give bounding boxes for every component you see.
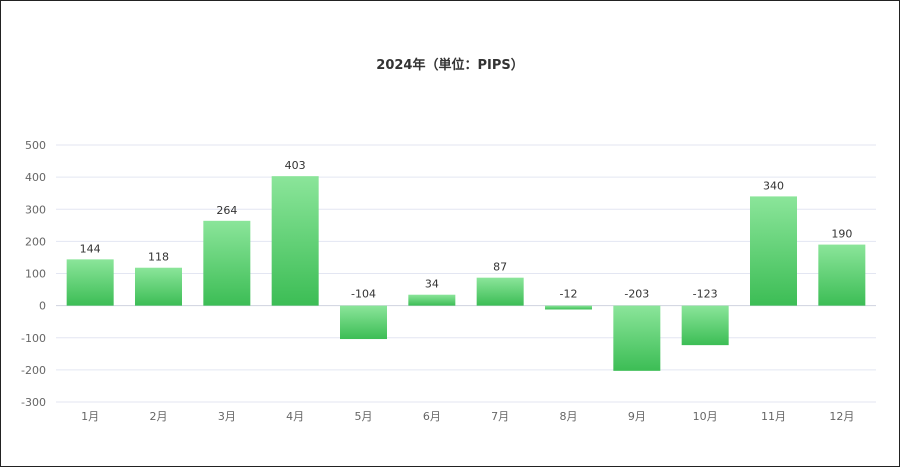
y-tick-label: -200 [21, 364, 46, 377]
y-axis-ticks: 500 400 300 200 100 0 -100 -200 -300 [21, 139, 46, 409]
bar [613, 305, 661, 371]
y-tick-label: -300 [21, 396, 46, 409]
y-tick-label: 500 [25, 139, 46, 152]
x-tick-label: 1月 [81, 410, 99, 423]
y-tick-label: 0 [39, 300, 46, 313]
data-label: 403 [285, 159, 306, 172]
data-label: 190 [831, 228, 852, 241]
y-tick-label: 300 [25, 203, 46, 216]
bar [203, 220, 251, 306]
data-labels: 144 118 264 403 -104 34 87 -12 -203 -123 340 190 [80, 159, 853, 300]
x-tick-label: 2月 [150, 410, 168, 423]
y-tick-label: 400 [25, 171, 46, 184]
bar [818, 244, 866, 306]
bar [408, 294, 456, 306]
x-tick-label: 7月 [491, 410, 509, 423]
x-tick-label: 6月 [423, 410, 441, 423]
bar [750, 196, 797, 306]
bar [271, 176, 319, 306]
bar [681, 305, 729, 346]
data-label: 118 [148, 251, 169, 264]
x-axis-ticks: 1月 2月 3月 4月 5月 6月 7月 8月 9月 10月 11月 12月 [81, 410, 854, 423]
bar [135, 267, 182, 306]
data-label: 87 [493, 261, 507, 274]
x-tick-label: 10月 [693, 410, 718, 423]
data-label: -12 [560, 288, 578, 301]
data-label: -203 [624, 288, 649, 301]
data-label: 340 [763, 179, 784, 192]
data-label: 264 [216, 204, 237, 217]
x-tick-label: 8月 [560, 410, 578, 423]
data-label: 144 [80, 242, 101, 255]
x-tick-label: 4月 [286, 410, 304, 423]
bar [66, 259, 114, 306]
bar [476, 277, 524, 306]
x-tick-label: 5月 [355, 410, 373, 423]
data-label: -123 [693, 288, 718, 301]
chart-title: 2024年（単位：PIPS） [376, 58, 524, 73]
bars [66, 176, 866, 371]
x-tick-label: 9月 [628, 410, 646, 423]
bar [545, 305, 592, 310]
x-tick-label: 11月 [761, 410, 786, 423]
x-tick-label: 3月 [218, 410, 236, 423]
y-tick-label: 200 [25, 235, 46, 248]
y-tick-label: 100 [25, 268, 46, 281]
x-tick-label: 12月 [829, 410, 854, 423]
y-tick-label: -100 [21, 332, 46, 345]
data-label: 34 [425, 278, 439, 291]
gridlines [56, 144, 876, 403]
data-label: -104 [351, 288, 376, 301]
bar [340, 305, 387, 340]
